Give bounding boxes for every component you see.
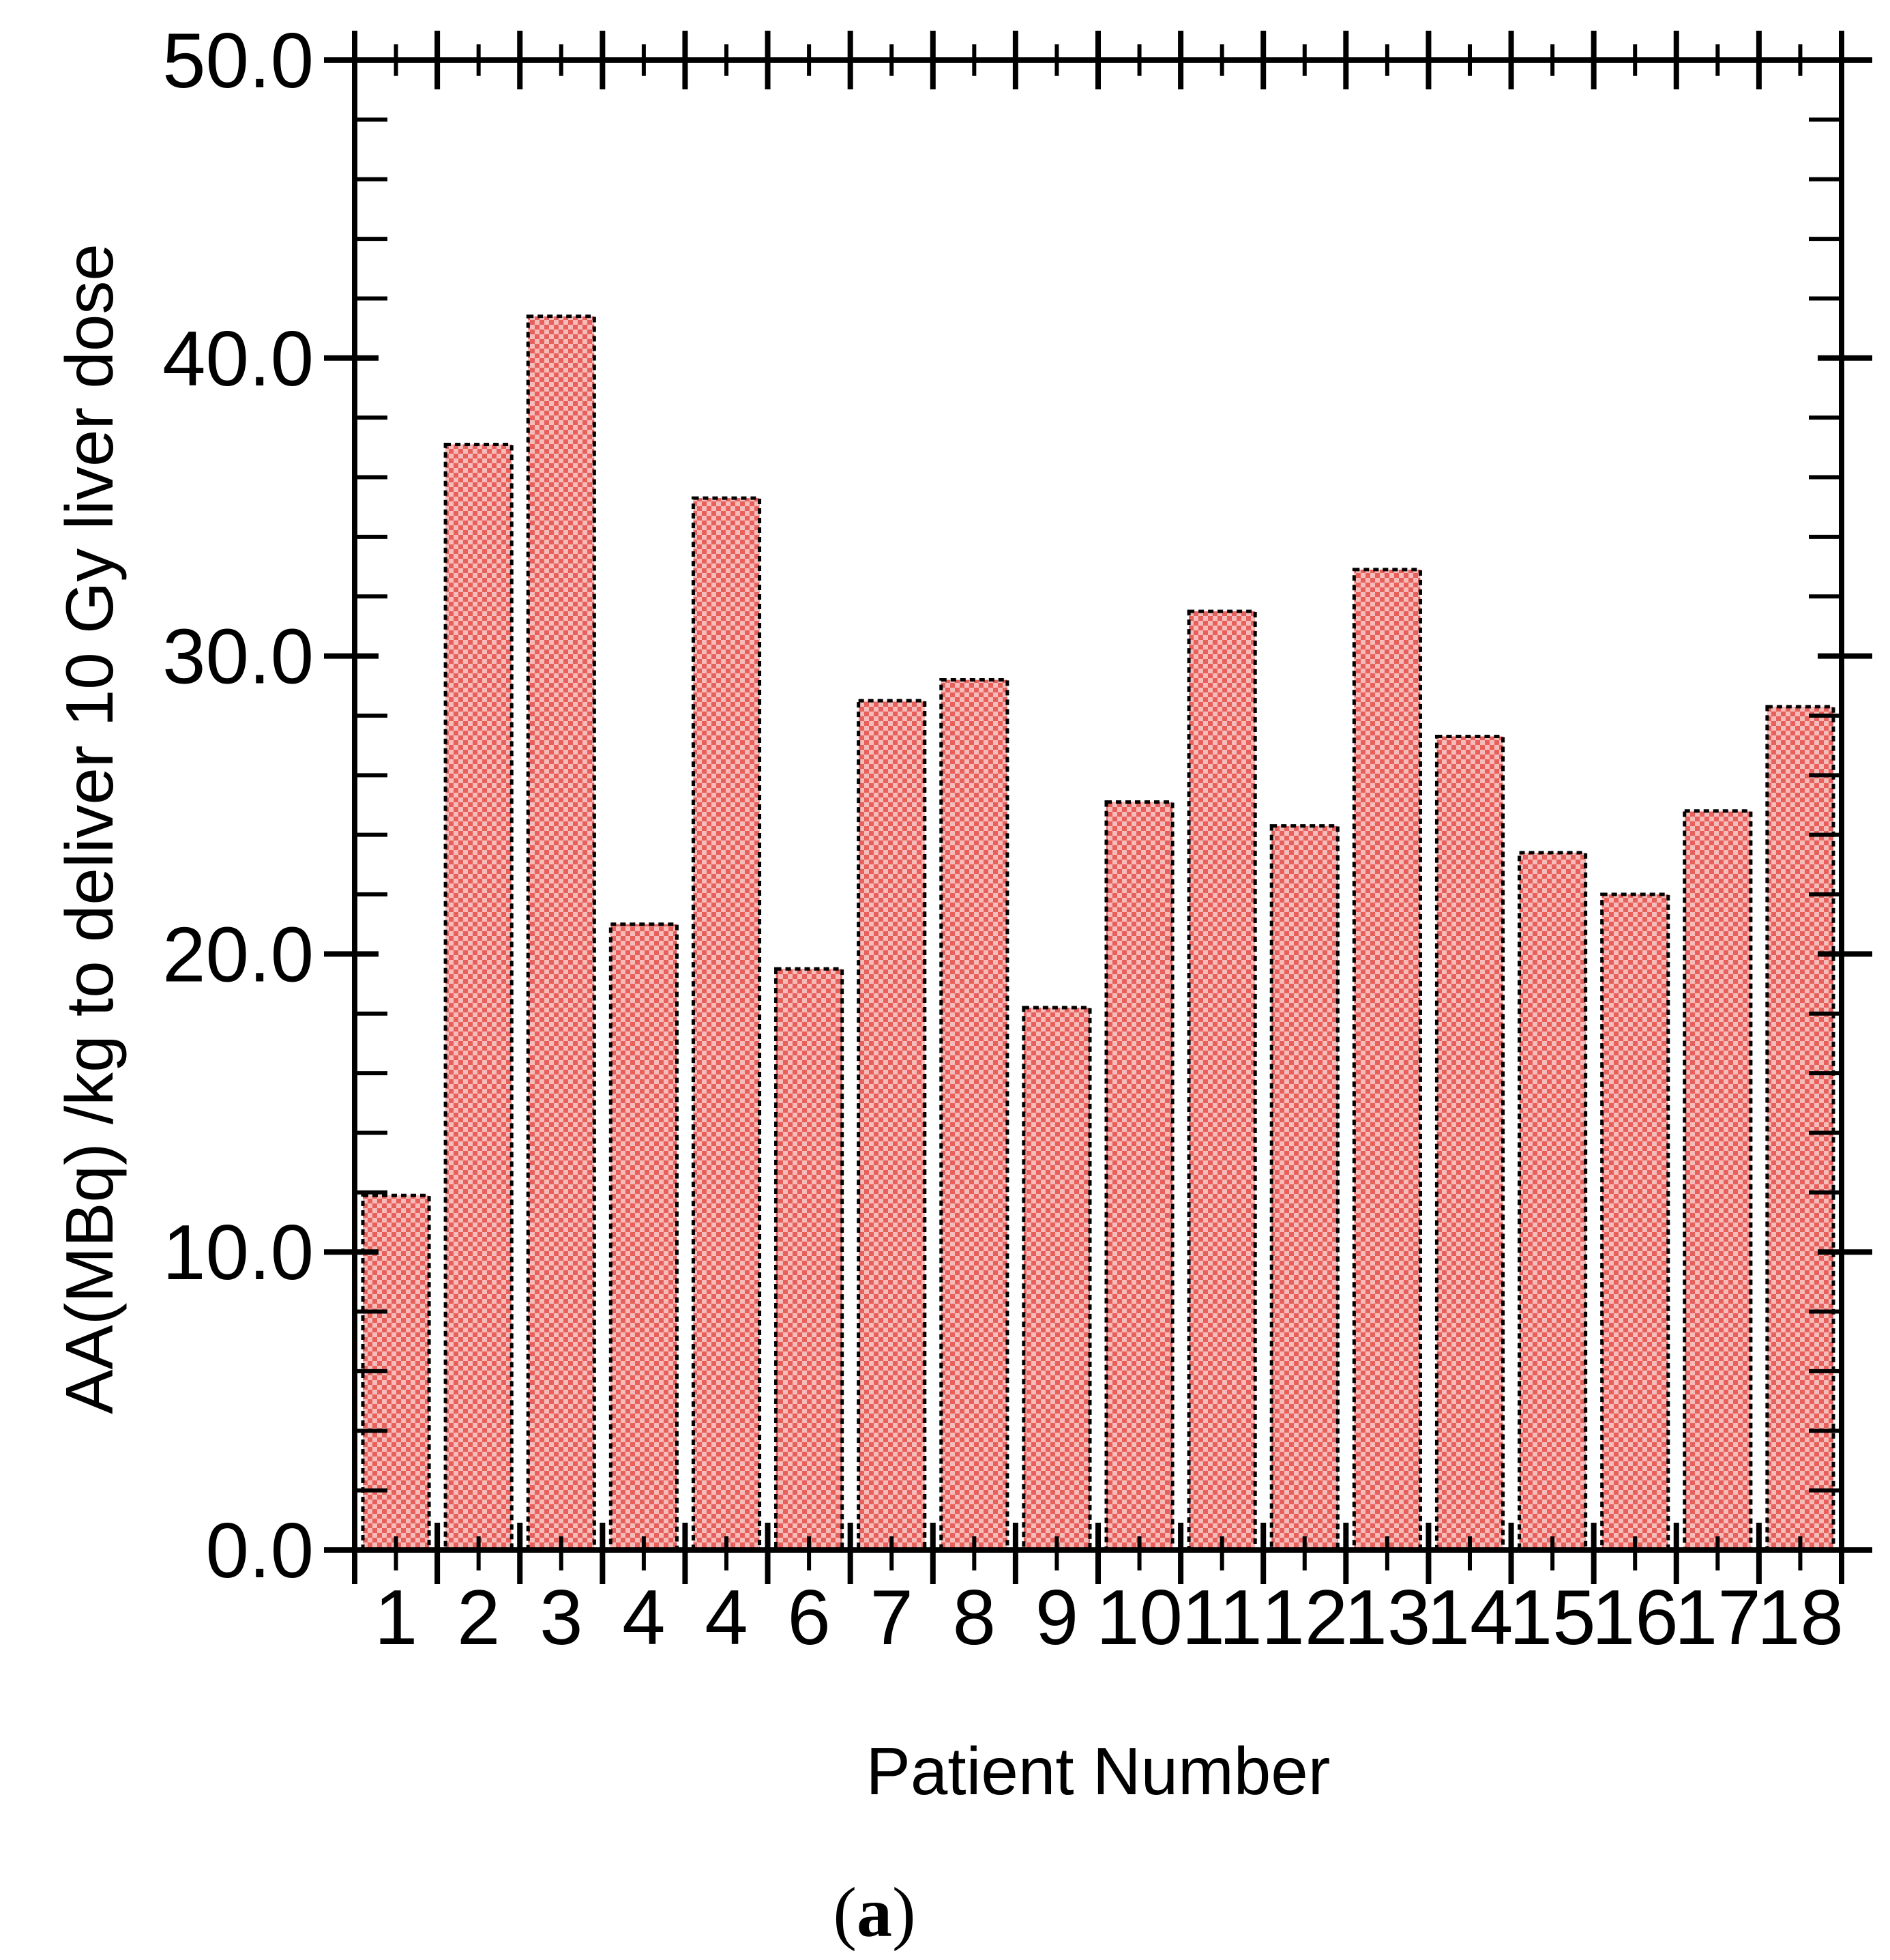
y-axis-title: AA(MBq) /kg to deliver 10 Gy liver dose: [52, 244, 127, 1414]
x-tick-label: 16: [1592, 1575, 1679, 1661]
y-tick-label: 0.0: [206, 1508, 314, 1594]
bar-patient-13: [1352, 568, 1422, 1552]
x-tick-label: 7: [870, 1575, 913, 1661]
bar-patient-4: [691, 496, 762, 1552]
x-tick-label: 2: [457, 1575, 500, 1661]
bar-patient-10: [1104, 800, 1175, 1552]
caption-close-paren: ): [892, 1873, 916, 1952]
bar-patient-8: [939, 678, 1009, 1552]
x-tick-label: 13: [1344, 1575, 1430, 1661]
plot-frame: [352, 57, 1844, 1553]
figure-caption: (a): [738, 1872, 1011, 1953]
x-tick-label: 8: [953, 1575, 996, 1661]
y-tick-label: 30.0: [162, 614, 314, 701]
y-tick-label: 10.0: [162, 1210, 314, 1296]
x-axis-title: Patient Number: [866, 1734, 1331, 1809]
caption-open-paren: (: [833, 1873, 857, 1952]
x-tick-label: 6: [787, 1575, 830, 1661]
y-tick-label: 40.0: [162, 316, 314, 403]
bar-patient-12: [1269, 824, 1340, 1552]
x-tick-label: 12: [1261, 1575, 1348, 1661]
x-tick-label: 11: [1181, 1575, 1262, 1661]
y-tick-label: 20.0: [162, 911, 314, 998]
x-tick-label: 17: [1674, 1575, 1761, 1661]
x-tick-label: 3: [540, 1575, 582, 1661]
bar-patient-11: [1187, 609, 1257, 1552]
bar-patient-18: [1765, 705, 1835, 1552]
bar-patient-4: [608, 922, 679, 1552]
x-tick-label: 4: [622, 1575, 665, 1661]
y-tick-label: 50.0: [162, 18, 314, 104]
caption-letter: a: [857, 1873, 892, 1952]
x-tick-label: 10: [1096, 1575, 1183, 1661]
x-tick-label: 18: [1757, 1575, 1844, 1661]
bar-patient-7: [857, 699, 927, 1552]
bar-patient-15: [1518, 851, 1588, 1552]
x-tick-label: 9: [1035, 1575, 1078, 1661]
x-tick-label: 4: [705, 1575, 748, 1661]
bar-patient-14: [1434, 735, 1505, 1552]
x-tick-label: 14: [1427, 1575, 1514, 1661]
bar-patient-6: [774, 967, 844, 1552]
bar-patient-2: [443, 442, 514, 1552]
x-tick-label: 15: [1509, 1575, 1596, 1661]
bar-patient-3: [526, 315, 596, 1552]
bar-patient-17: [1683, 809, 1753, 1552]
bar-patient-9: [1022, 1006, 1092, 1552]
bar-patient-16: [1600, 892, 1670, 1552]
x-tick-label: 1: [374, 1575, 417, 1661]
